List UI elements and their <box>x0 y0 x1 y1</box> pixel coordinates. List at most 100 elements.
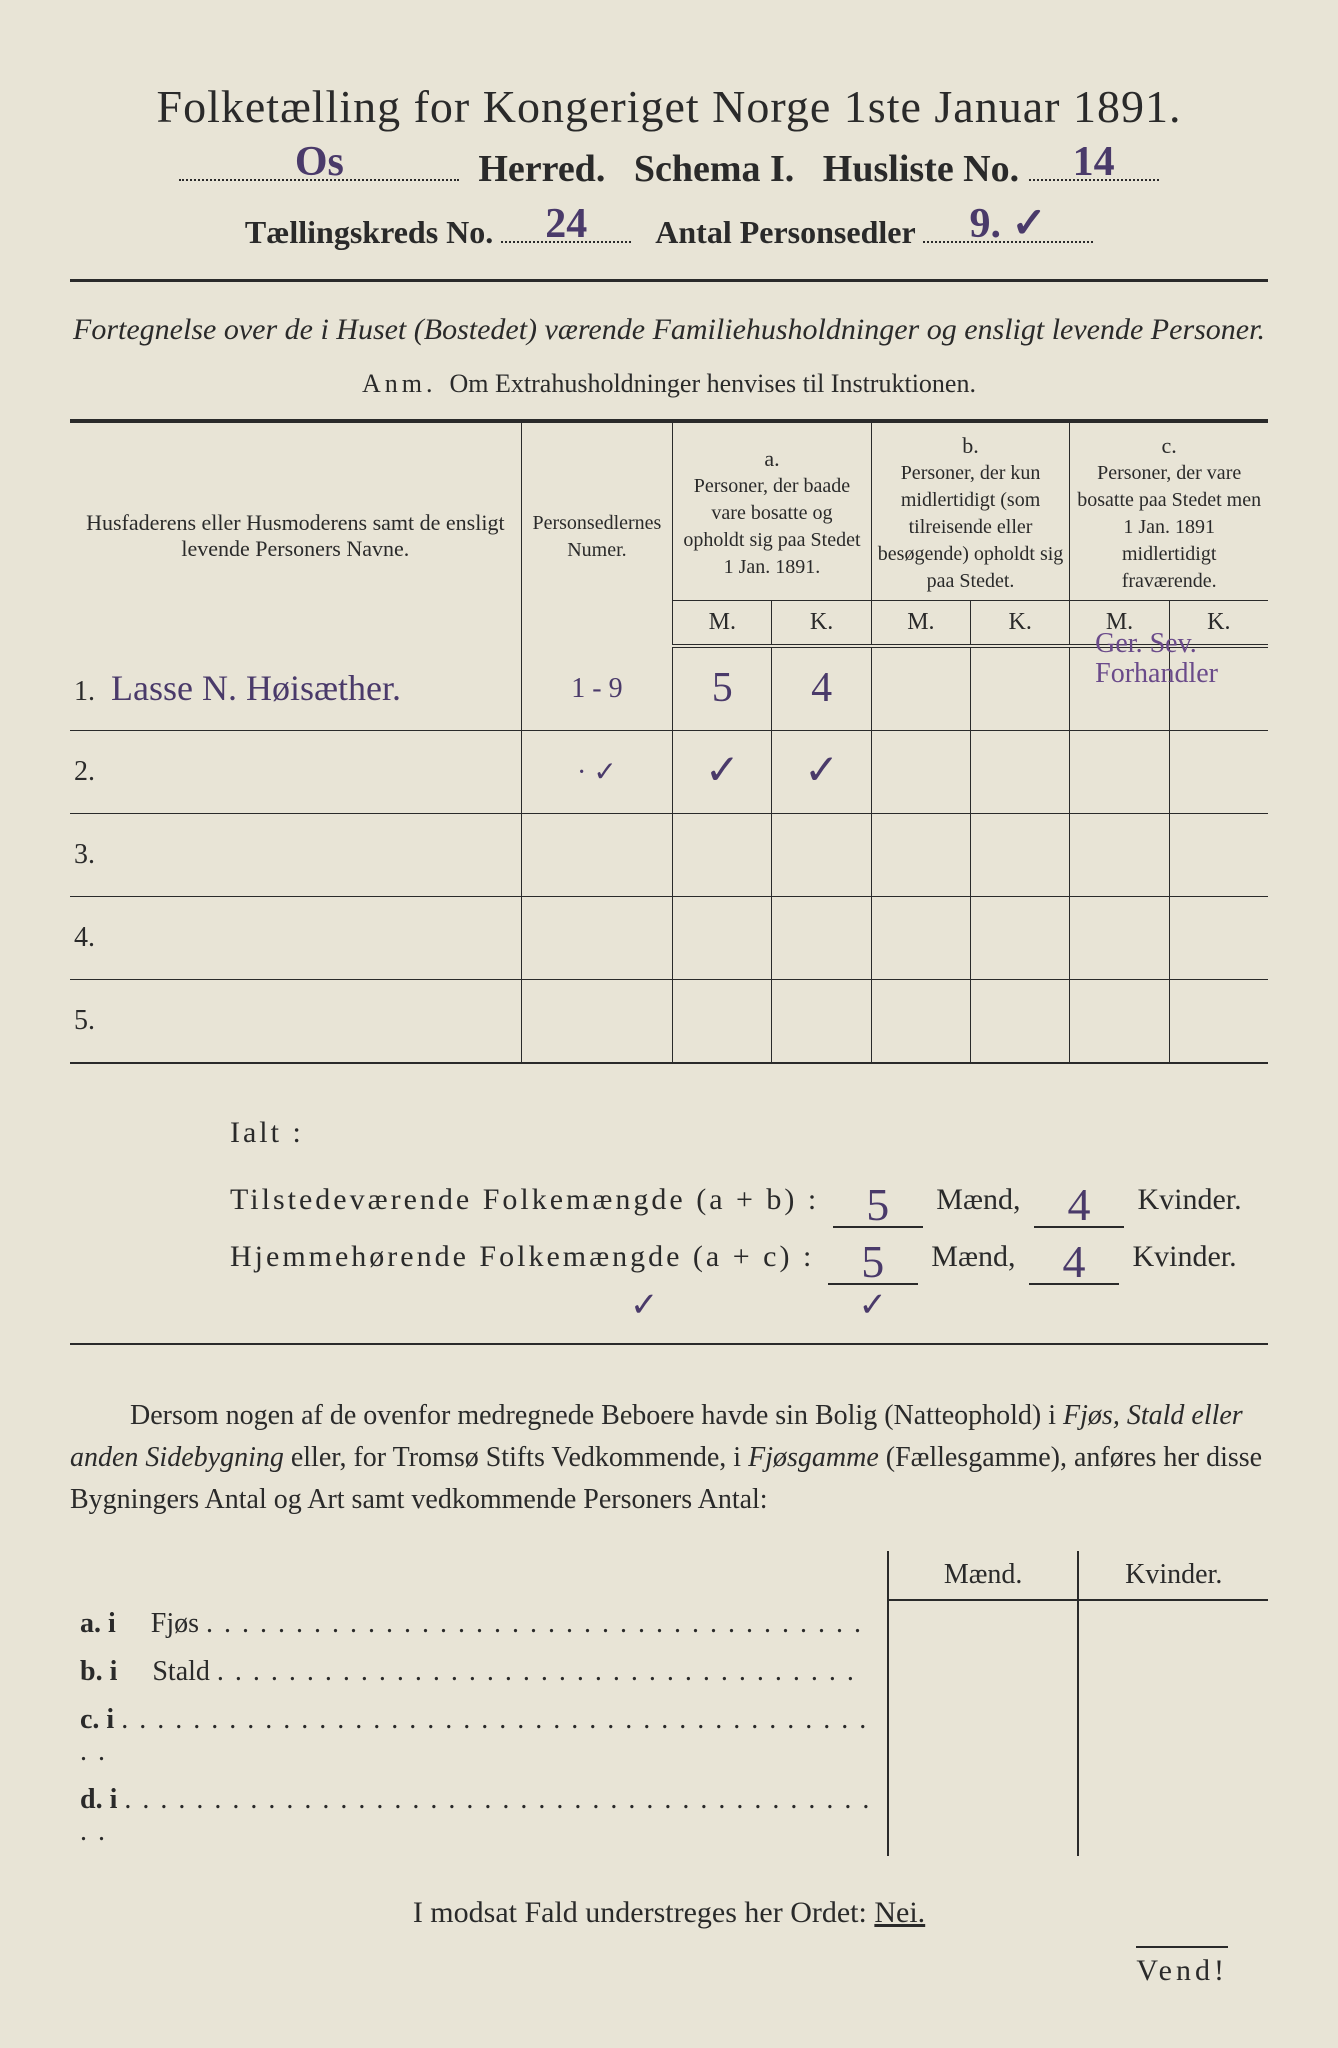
building-row: c. i . . . . . . . . . . . . . . . . . .… <box>70 1696 1268 1776</box>
row5-cK <box>1169 979 1268 1063</box>
building-row: a. i Fjøs . . . . . . . . . . . . . . . … <box>70 1600 1268 1648</box>
row1-name: Lasse N. Høisæther. <box>111 668 401 708</box>
row-b: b. i Stald . . . . . . . . . . . . . . .… <box>70 1648 888 1696</box>
col-a-text: Personer, der baade vare bosatte og opho… <box>683 475 860 578</box>
antal-field: 9. ✓ <box>923 205 1093 243</box>
row1-aK: 4 <box>772 646 871 731</box>
husliste-label: Husliste No. <box>823 148 1019 190</box>
dots: . . . . . . . . . . . . . . . . . . . . … <box>80 1784 871 1847</box>
row2-label: 2. <box>70 730 521 813</box>
line2-k: 4 <box>1062 1239 1085 1285</box>
line1-k-slot: 4 <box>1034 1188 1124 1228</box>
kreds-field: 24 <box>501 205 631 243</box>
building-row: b. i Stald . . . . . . . . . . . . . . .… <box>70 1648 1268 1696</box>
row4-aK <box>772 896 871 979</box>
fortegnelse-heading: Fortegnelse over de i Huset (Bostedet) v… <box>70 310 1268 351</box>
table-row: 4. <box>70 896 1268 979</box>
table-row: 1. Lasse N. Høisæther. 1 - 9 5 4 <box>70 646 1268 731</box>
margin-note-line1: Ger. Sev. <box>1095 628 1197 659</box>
row3-num: 3. <box>74 839 104 871</box>
herred-field: Os <box>179 143 459 181</box>
row1-bM <box>871 646 970 731</box>
totals-block: Ialt : Tilstedeværende Folkemængde (a + … <box>230 1104 1268 1285</box>
antal-label: Antal Personsedler <box>655 214 915 250</box>
row2-num: 2. <box>74 756 104 788</box>
line1-m-slot: 5 <box>833 1188 923 1228</box>
anm-label: Anm. <box>362 369 437 398</box>
row-d: d. i . . . . . . . . . . . . . . . . . .… <box>70 1776 888 1856</box>
schema-label: Schema I. <box>634 148 794 190</box>
row2-bK <box>971 730 1070 813</box>
row2-aK: ✓ <box>772 730 871 813</box>
row2-nums: · ✓ <box>521 730 672 813</box>
para-i2: Fjøsgamme <box>748 1442 879 1473</box>
ialt-label: Ialt : <box>230 1104 1268 1161</box>
row4-label: 4. <box>70 896 521 979</box>
page-title: Folketælling for Kongeriget Norge 1ste J… <box>70 80 1268 133</box>
line1-m: 5 <box>866 1182 889 1228</box>
row1-num: 1. <box>74 676 104 708</box>
row-b-label: Stald <box>152 1656 210 1687</box>
col-nums-text: Personsedlernes Numer. <box>532 512 661 561</box>
bottom-th-m: Mænd. <box>888 1551 1079 1600</box>
col-names-text: Husfaderens eller Husmoderens samt de en… <box>86 510 505 561</box>
divider-top <box>70 279 1268 282</box>
row-a-key: a. i <box>80 1608 116 1639</box>
line1-k: 4 <box>1067 1182 1090 1228</box>
kreds-value: 24 <box>545 203 587 245</box>
line2-m: 5 <box>861 1239 884 1285</box>
margin-note: Ger. Sev. Forhandler <box>1095 629 1218 691</box>
row1-label: 1. Lasse N. Høisæther. <box>70 646 521 731</box>
row3-label: 3. <box>70 813 521 896</box>
row-d-k <box>1078 1776 1268 1856</box>
line2-k-slot: 4 <box>1029 1245 1119 1285</box>
col-nums-header: Personsedlernes Numer. <box>521 421 672 646</box>
check1: ✓ <box>630 1287 859 1324</box>
footer-line: I modsat Fald understreges her Ordet: Ne… <box>70 1896 1268 1930</box>
margin-note-line2: Forhandler <box>1095 658 1218 689</box>
row-b-m <box>888 1648 1079 1696</box>
col-c-text: Personer, der vare bosatte paa Stedet me… <box>1077 462 1261 592</box>
abc-c: c. <box>1162 433 1177 458</box>
husliste-value: 14 <box>1073 141 1115 183</box>
household-table: Husfaderens eller Husmoderens samt de en… <box>70 419 1268 1064</box>
totals-line2: Hjemmehørende Folkemængde (a + c) : 5 Mæ… <box>230 1228 1268 1285</box>
row4-cM <box>1070 896 1169 979</box>
para-mid: eller, for Tromsø Stifts Vedkommende, i <box>284 1442 748 1473</box>
building-row: d. i . . . . . . . . . . . . . . . . . .… <box>70 1776 1268 1856</box>
row3-cM <box>1070 813 1169 896</box>
row2-cM <box>1070 730 1169 813</box>
row5-num: 5. <box>74 1005 104 1037</box>
b-k: K. <box>971 600 1070 646</box>
kreds-label: Tællingskreds No. <box>245 214 493 250</box>
row-b-k <box>1078 1648 1268 1696</box>
row4-bM <box>871 896 970 979</box>
row5-aM <box>673 979 772 1063</box>
anm-line: Anm. Om Extrahusholdninger henvises til … <box>70 369 1268 399</box>
row5-cM <box>1070 979 1169 1063</box>
a-k: K. <box>772 600 871 646</box>
row3-cK <box>1169 813 1268 896</box>
row-d-key: d. i <box>80 1784 117 1815</box>
dots: . . . . . . . . . . . . . . . . . . . . … <box>80 1704 868 1767</box>
col-names-header: Husfaderens eller Husmoderens samt de en… <box>70 421 521 646</box>
table-row: 5. <box>70 979 1268 1063</box>
row-c-k <box>1078 1696 1268 1776</box>
bottom-th-k: Kvinder. <box>1078 1551 1268 1600</box>
row3-aM <box>673 813 772 896</box>
a-m: M. <box>673 600 772 646</box>
main-table-wrap: Ger. Sev. Forhandler Husfaderens eller H… <box>70 419 1268 1064</box>
row4-cK <box>1169 896 1268 979</box>
row4-num: 4. <box>74 922 104 954</box>
line1-label: Tilstedeværende Folkemængde (a + b) : <box>230 1183 819 1216</box>
row3-bK <box>971 813 1070 896</box>
row-c: c. i . . . . . . . . . . . . . . . . . .… <box>70 1696 888 1776</box>
row-d-m <box>888 1776 1079 1856</box>
anm-text: Om Extrahusholdninger henvises til Instr… <box>450 369 976 398</box>
row5-label: 5. <box>70 979 521 1063</box>
check2: ✓ <box>859 1287 1088 1324</box>
totals-line1: Tilstedeværende Folkemængde (a + b) : 5 … <box>230 1171 1268 1228</box>
footer-text: I modsat Fald understreges her Ordet: <box>413 1896 875 1929</box>
check-marks-row: ✓✓ <box>630 1285 1268 1325</box>
col-b-text: Personer, der kun midlertidigt (som tilr… <box>878 462 1064 592</box>
